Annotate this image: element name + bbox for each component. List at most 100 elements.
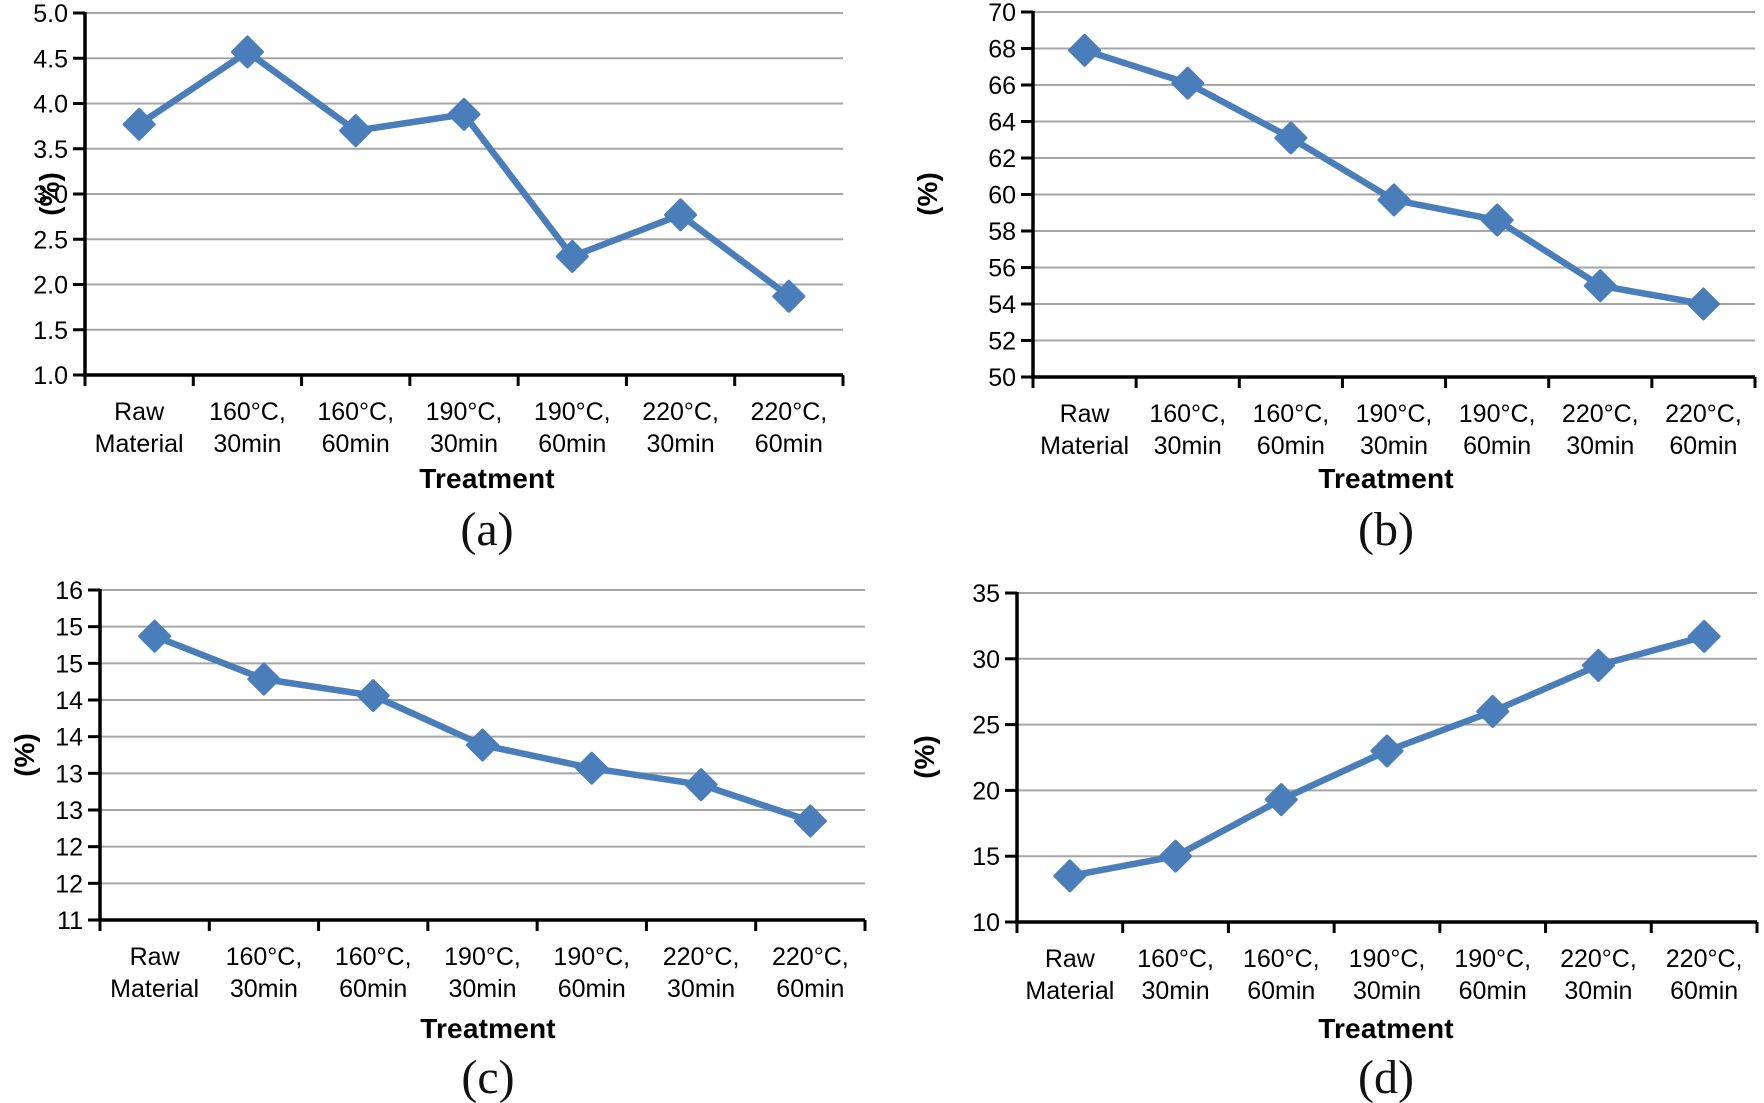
y-tick-label: 3.0 <box>33 181 68 209</box>
x-category-label: 60min <box>558 975 626 1003</box>
x-axis-title-panel-a: Treatment <box>419 463 555 494</box>
y-tick-label: 66 <box>988 72 1016 100</box>
data-point-marker <box>555 239 589 273</box>
data-point-marker <box>138 619 172 653</box>
x-axis-title-panel-d: Treatment <box>1318 1013 1454 1044</box>
data-point-marker <box>1274 121 1308 155</box>
x-category-label: 60min <box>1669 432 1737 460</box>
y-tick-label: 56 <box>988 255 1016 283</box>
data-point-marker <box>1264 783 1298 817</box>
x-category-label: 30min <box>448 975 516 1003</box>
y-tick-label: 2.5 <box>33 226 68 254</box>
y-tick-label: 14 <box>55 724 83 752</box>
x-category-label: 30min <box>1154 432 1222 460</box>
data-point-marker <box>575 751 609 785</box>
x-category-label: 60min <box>322 430 390 458</box>
panel-caption-c: (c) <box>461 1051 515 1103</box>
x-category-label: 30min <box>1566 432 1634 460</box>
x-category-label: 30min <box>1360 432 1428 460</box>
x-category-label: 160°C, <box>1243 945 1320 973</box>
x-category-label: 160°C, <box>335 943 412 971</box>
y-tick-label: 5.0 <box>33 0 68 28</box>
panel-c: 16 15 15 14 14 13 13 12 12 11 Raw Material 160°C, 30m… <box>55 577 867 1003</box>
x-category-label: 220°C, <box>1666 945 1743 973</box>
x-category-label: 190°C, <box>553 943 630 971</box>
x-category-label: 30min <box>213 430 281 458</box>
panel-caption-b: (b) <box>1358 503 1414 556</box>
y-tick-label: 1.5 <box>33 317 68 345</box>
x-category-label: Raw <box>1060 400 1111 428</box>
x-axis-title-panel-b: Treatment <box>1318 463 1454 494</box>
x-category-label: 30min <box>667 975 735 1003</box>
y-axis-title-panel-a: (%) <box>34 172 65 216</box>
y-tick-label: 50 <box>988 364 1016 392</box>
x-category-label: 160°C, <box>317 398 394 426</box>
x-category-label: 30min <box>1564 977 1632 1005</box>
data-point-marker <box>356 679 390 713</box>
x-axis-title-panel-c: Treatment <box>420 1013 556 1044</box>
y-axis-title-panel-b: (%) <box>912 172 943 216</box>
y-tick-label: 3.5 <box>33 136 68 164</box>
x-category-label: 220°C, <box>663 943 740 971</box>
data-point-marker <box>1583 269 1617 303</box>
x-category-label: 160°C, <box>1252 400 1329 428</box>
y-tick-label: 60 <box>988 182 1016 210</box>
data-point-marker <box>122 107 156 141</box>
y-tick-label: 70 <box>988 0 1016 27</box>
y-tick-label: 14 <box>55 687 83 715</box>
x-category-label: 190°C, <box>1356 400 1433 428</box>
y-tick-label: 30 <box>972 646 1000 674</box>
y-tick-label: 16 <box>55 577 83 605</box>
data-point-marker <box>1476 694 1510 728</box>
y-tick-label: 54 <box>988 291 1016 319</box>
y-tick-label: 15 <box>55 614 83 642</box>
y-tick-label: 15 <box>55 650 83 678</box>
x-category-label: 30min <box>647 430 715 458</box>
x-category-label: 160°C, <box>1149 400 1226 428</box>
x-category-label: 60min <box>1670 977 1738 1005</box>
x-category-label: 220°C, <box>750 398 827 426</box>
panel-d: 35 30 25 20 15 10 Raw Material 160°C, 30min 160°C,… <box>972 580 1759 1005</box>
data-point-marker <box>339 114 373 148</box>
x-category-label: 220°C, <box>642 398 719 426</box>
x-category-label: 220°C, <box>1665 400 1742 428</box>
data-point-marker <box>1686 287 1720 321</box>
y-tick-label: 52 <box>988 328 1016 356</box>
x-category-label: 190°C, <box>426 398 503 426</box>
x-category-label: 30min <box>1353 977 1421 1005</box>
x-category-label: 220°C, <box>1562 400 1639 428</box>
y-tick-label: 13 <box>55 797 83 825</box>
x-category-label: 30min <box>1142 977 1210 1005</box>
x-category-label: 60min <box>1257 432 1325 460</box>
x-category-label: 60min <box>776 975 844 1003</box>
x-category-label: 60min <box>1459 977 1527 1005</box>
x-category-label: 60min <box>1247 977 1315 1005</box>
x-category-label: 160°C, <box>226 943 303 971</box>
x-category-label: Material <box>1040 432 1129 460</box>
x-category-label: Material <box>95 430 184 458</box>
x-category-label: Raw <box>1045 945 1096 973</box>
y-tick-label: 62 <box>988 145 1016 173</box>
x-category-label: Raw <box>130 943 181 971</box>
data-point-marker <box>1581 648 1615 682</box>
data-point-marker <box>1480 203 1514 237</box>
panel-caption-a: (a) <box>460 503 514 556</box>
data-point-marker <box>1370 734 1404 768</box>
x-category-label: 60min <box>1463 432 1531 460</box>
x-category-label: 190°C, <box>1459 400 1536 428</box>
x-category-label: 60min <box>339 975 407 1003</box>
x-category-label: 220°C, <box>1560 945 1637 973</box>
data-point-marker <box>1159 839 1193 873</box>
y-tick-label: 1.0 <box>33 362 68 390</box>
y-tick-label: 68 <box>988 36 1016 64</box>
y-tick-label: 10 <box>972 909 1000 937</box>
x-category-label: 60min <box>538 430 606 458</box>
data-point-marker <box>1377 183 1411 217</box>
x-category-label: Material <box>1025 977 1114 1005</box>
data-point-marker <box>684 768 718 802</box>
data-point-marker <box>466 728 499 762</box>
data-point-marker <box>230 35 264 69</box>
data-point-marker <box>664 198 698 232</box>
